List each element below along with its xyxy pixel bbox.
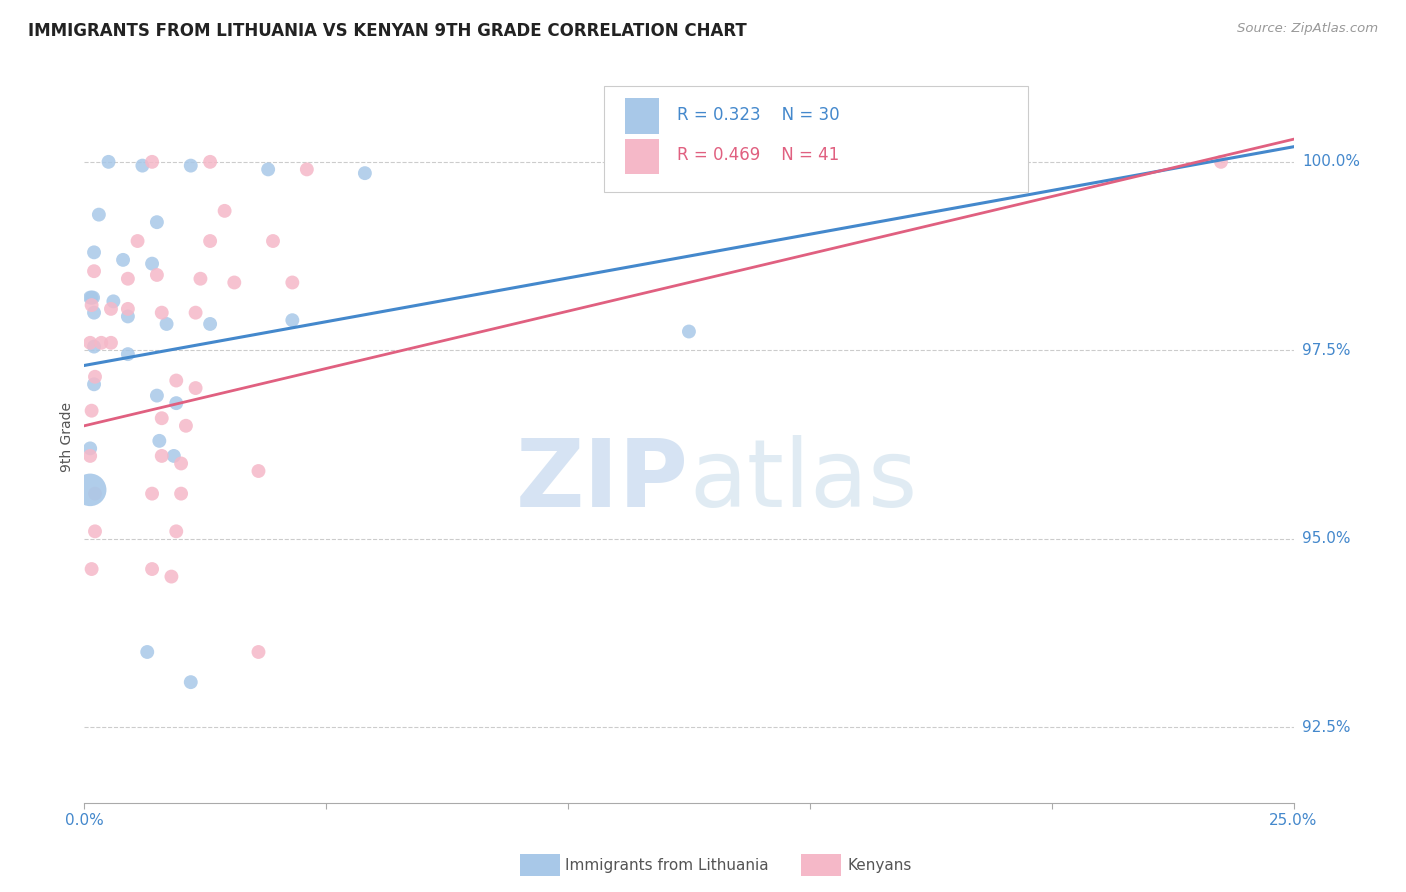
Point xyxy=(80,562,103,576)
Point xyxy=(163,449,186,463)
Point xyxy=(83,306,105,320)
Point xyxy=(295,162,318,177)
Point xyxy=(198,154,221,169)
Point xyxy=(79,291,101,305)
Text: IMMIGRANTS FROM LITHUANIA VS KENYAN 9TH GRADE CORRELATION CHART: IMMIGRANTS FROM LITHUANIA VS KENYAN 9TH … xyxy=(28,22,747,40)
Point xyxy=(141,486,163,500)
Point xyxy=(80,403,103,417)
Point xyxy=(165,524,187,539)
Point xyxy=(184,306,207,320)
Text: Kenyans: Kenyans xyxy=(848,858,912,872)
Point xyxy=(80,291,103,305)
FancyBboxPatch shape xyxy=(605,86,1028,192)
Point xyxy=(1209,154,1232,169)
FancyBboxPatch shape xyxy=(624,138,659,174)
FancyBboxPatch shape xyxy=(624,98,659,134)
Point xyxy=(155,317,177,331)
Point xyxy=(354,166,377,180)
Point xyxy=(127,234,149,248)
Point xyxy=(281,276,304,290)
Point xyxy=(150,449,173,463)
Point xyxy=(257,162,280,177)
Point xyxy=(281,313,304,327)
Point xyxy=(160,569,183,583)
Text: 100.0%: 100.0% xyxy=(1302,154,1360,169)
Text: ZIP: ZIP xyxy=(516,435,689,527)
Point xyxy=(247,464,270,478)
Point xyxy=(247,645,270,659)
Point xyxy=(141,562,163,576)
Point xyxy=(103,294,125,309)
Point xyxy=(148,434,170,448)
Point xyxy=(150,411,173,425)
Point xyxy=(180,675,202,690)
Point xyxy=(262,234,284,248)
Point xyxy=(131,159,153,173)
Point xyxy=(79,483,101,497)
Point xyxy=(84,369,107,384)
Point xyxy=(100,335,122,350)
Point xyxy=(82,291,104,305)
Point xyxy=(678,325,700,339)
Point xyxy=(184,381,207,395)
Text: R = 0.323    N = 30: R = 0.323 N = 30 xyxy=(676,106,839,124)
Point xyxy=(141,154,163,169)
Point xyxy=(141,257,163,271)
Point xyxy=(84,486,107,500)
Text: 92.5%: 92.5% xyxy=(1302,720,1350,735)
Point xyxy=(87,208,110,222)
Point xyxy=(170,457,193,471)
Point xyxy=(146,389,169,403)
Point xyxy=(83,245,105,260)
Point xyxy=(150,306,173,320)
Point xyxy=(198,317,221,331)
Point xyxy=(214,203,236,218)
Point xyxy=(117,301,139,316)
Y-axis label: 9th Grade: 9th Grade xyxy=(60,402,75,472)
Text: Immigrants from Lithuania: Immigrants from Lithuania xyxy=(565,858,769,872)
Point xyxy=(83,340,105,354)
Text: atlas: atlas xyxy=(689,435,917,527)
Text: 95.0%: 95.0% xyxy=(1302,532,1350,547)
Point xyxy=(190,271,212,285)
Point xyxy=(83,377,105,392)
Point xyxy=(136,645,159,659)
Point xyxy=(80,298,103,312)
Text: Source: ZipAtlas.com: Source: ZipAtlas.com xyxy=(1237,22,1378,36)
Text: 97.5%: 97.5% xyxy=(1302,343,1350,358)
Point xyxy=(165,396,187,410)
Point xyxy=(170,486,193,500)
Point xyxy=(79,442,101,456)
Point xyxy=(146,215,169,229)
Point xyxy=(97,154,120,169)
Point xyxy=(165,374,187,388)
Point xyxy=(112,252,135,267)
Point xyxy=(180,159,202,173)
Point xyxy=(117,310,139,324)
Point xyxy=(174,418,197,433)
Point xyxy=(79,449,101,463)
Point xyxy=(83,264,105,278)
Point xyxy=(90,335,112,350)
Point xyxy=(198,234,221,248)
Point xyxy=(117,271,139,285)
Point xyxy=(100,301,122,316)
Point xyxy=(84,524,107,539)
Point xyxy=(117,347,139,361)
Point xyxy=(79,335,101,350)
Point xyxy=(224,276,246,290)
Text: R = 0.469    N = 41: R = 0.469 N = 41 xyxy=(676,146,839,164)
Point xyxy=(146,268,169,282)
